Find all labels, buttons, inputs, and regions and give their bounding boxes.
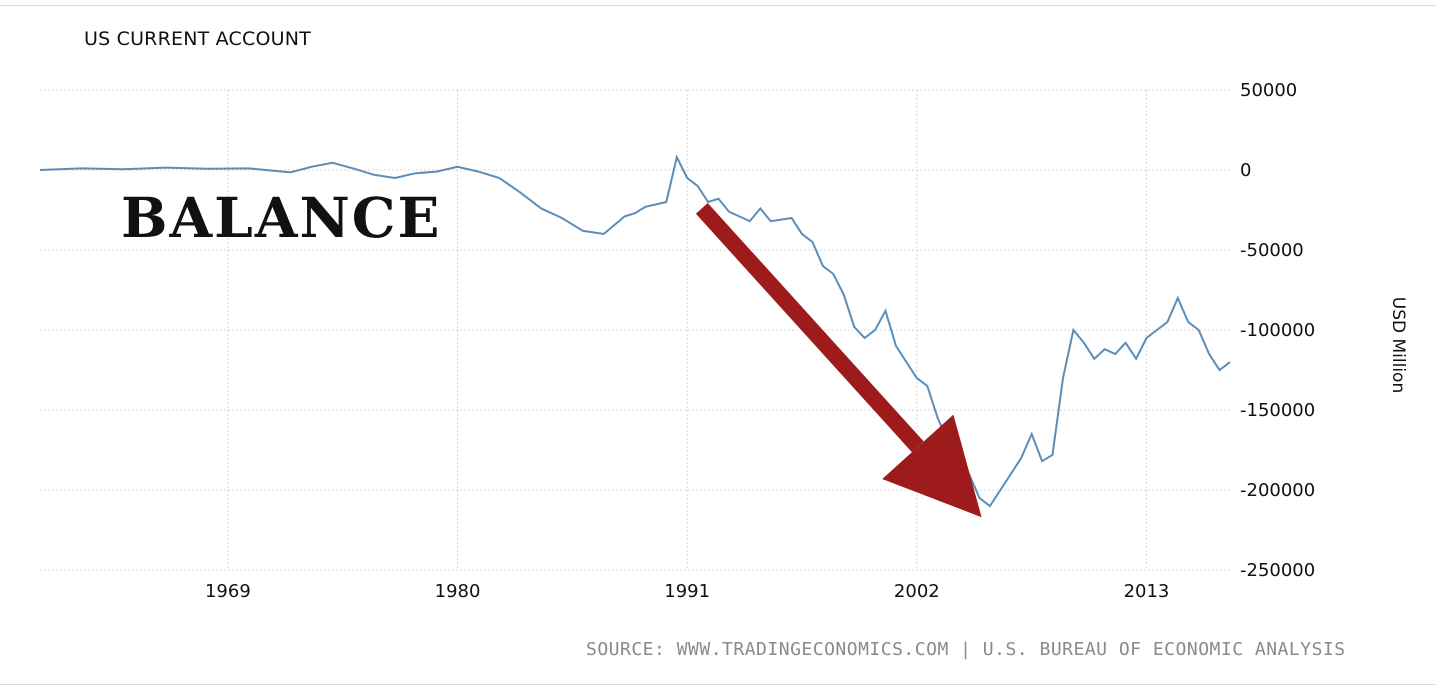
balance-overlay-text: BALANCE bbox=[121, 185, 442, 250]
x-tick-label: 1980 bbox=[435, 581, 481, 602]
downward-trend-arrow bbox=[695, 203, 982, 518]
x-axis-tick-labels: 1969 1980 1991 2002 2013 bbox=[205, 581, 1169, 602]
x-tick-label: 2013 bbox=[1124, 581, 1170, 602]
y-tick-label: -250000 bbox=[1240, 560, 1315, 581]
y-tick-label: 50000 bbox=[1240, 80, 1297, 101]
y-axis-tick-labels: 50000 0 -50000 -100000 -150000 -200000 -250000 bbox=[1240, 80, 1315, 581]
chart-title: US CURRENT ACCOUNT bbox=[84, 28, 311, 50]
x-tick-label: 1969 bbox=[205, 581, 251, 602]
arrow-head bbox=[882, 414, 982, 518]
current-account-series-line bbox=[39, 154, 1231, 508]
x-tick-label: 2002 bbox=[894, 581, 940, 602]
chart-gridlines bbox=[40, 89, 1230, 571]
y-tick-label: -200000 bbox=[1240, 480, 1315, 501]
y-tick-label: 0 bbox=[1240, 160, 1251, 181]
y-tick-label: -50000 bbox=[1240, 240, 1304, 261]
y-tick-label: -100000 bbox=[1240, 320, 1315, 341]
bottom-border bbox=[0, 684, 1436, 685]
source-note: SOURCE: WWW.TRADINGECONOMICS.COM | U.S. … bbox=[586, 639, 1346, 660]
y-axis-label: USD Million bbox=[1388, 297, 1408, 393]
y-tick-label: -150000 bbox=[1240, 400, 1315, 421]
arrow-shaft bbox=[695, 203, 924, 453]
top-border bbox=[0, 5, 1436, 6]
x-tick-label: 1991 bbox=[664, 581, 710, 602]
